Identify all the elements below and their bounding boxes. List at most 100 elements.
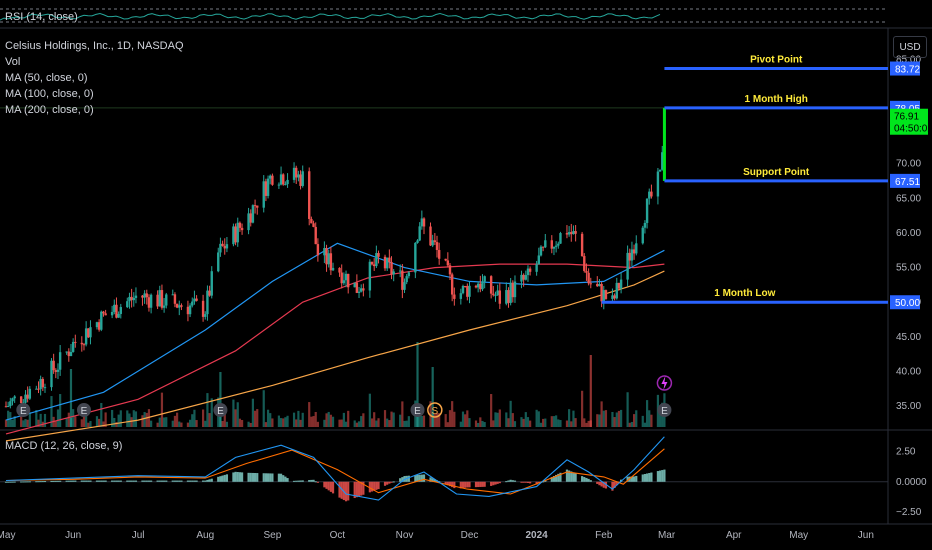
volume-bar xyxy=(552,416,556,427)
candle-body xyxy=(97,322,101,330)
macd-histogram-bar xyxy=(581,476,584,482)
macd-histogram-bar xyxy=(111,480,114,482)
rsi-legend[interactable]: RSI (14, close) xyxy=(5,11,78,23)
macd-line xyxy=(5,436,665,501)
candle-body xyxy=(418,226,421,241)
volume-bar xyxy=(626,392,629,427)
volume-bar xyxy=(186,422,190,427)
candle-body xyxy=(327,253,330,265)
macd-tick-label: 2.50 xyxy=(896,446,916,457)
candle-body xyxy=(325,248,328,265)
countdown-label: 04:50:02 xyxy=(894,124,932,135)
candle-body xyxy=(656,171,660,197)
candle-body xyxy=(188,305,192,315)
candle-body xyxy=(650,191,653,197)
macd-histogram-bar xyxy=(459,481,462,489)
macd-histogram-bar xyxy=(113,480,116,482)
ma100-legend[interactable]: MA (100, close, 0) xyxy=(5,88,94,100)
candle-body xyxy=(251,205,255,223)
candle-body xyxy=(156,294,159,307)
volume-bar xyxy=(156,422,159,427)
macd-histogram-bar xyxy=(271,473,274,482)
candle-body xyxy=(479,283,482,290)
volume-bar xyxy=(126,410,129,427)
macd-histogram-bar xyxy=(67,480,70,482)
volume-bar xyxy=(7,410,10,427)
candle-body xyxy=(537,255,540,265)
macd-histogram-bar xyxy=(234,471,237,482)
candle-body xyxy=(388,257,391,263)
macd-histogram-bar xyxy=(492,481,495,486)
macd-histogram-bar xyxy=(509,479,512,482)
candle-body xyxy=(550,240,553,249)
volume-bar xyxy=(132,410,135,427)
volume-bar xyxy=(24,419,27,427)
candle-body xyxy=(615,282,618,299)
volume-bar xyxy=(297,410,300,427)
candle-body xyxy=(522,274,525,280)
macd-histogram-bar xyxy=(357,481,361,497)
candle-body xyxy=(565,233,569,235)
macd-histogram-bar xyxy=(360,481,363,496)
macd-histogram-bar xyxy=(266,473,270,482)
macd-histogram-bar xyxy=(507,480,510,482)
macd-histogram-bar xyxy=(574,473,577,482)
candle-body xyxy=(611,295,614,299)
candle-body xyxy=(648,191,651,199)
ma200-legend[interactable]: MA (200, close, 0) xyxy=(5,104,94,116)
macd-histogram-bar xyxy=(347,481,350,501)
earnings-marker-label: E xyxy=(661,406,668,417)
macd-histogram-bar xyxy=(613,481,616,488)
vol-legend[interactable]: Vol xyxy=(5,56,21,68)
volume-bar xyxy=(583,418,586,427)
candle-body xyxy=(191,301,194,306)
ma50-line xyxy=(5,242,665,421)
macd-histogram-bar xyxy=(117,480,120,482)
volume-bar xyxy=(526,417,530,427)
macd-histogram-bar xyxy=(466,481,469,488)
volume-bar xyxy=(100,402,103,427)
candle-body xyxy=(554,245,558,247)
candle-body xyxy=(13,396,16,399)
time-tick-label: Feb xyxy=(595,530,613,541)
price-tick-label: 85.00 xyxy=(896,55,921,66)
candle-body xyxy=(316,244,320,256)
currency-button[interactable]: USD xyxy=(893,36,927,58)
macd-histogram-bar xyxy=(186,480,190,482)
macd-histogram-bar xyxy=(26,481,29,483)
volume-bar xyxy=(87,422,90,427)
candle-body xyxy=(461,285,465,294)
macd-histogram-bar xyxy=(43,481,47,483)
volume-bar xyxy=(234,409,237,427)
macd-histogram-bar xyxy=(201,480,205,482)
candle-body xyxy=(175,303,179,308)
macd-histogram-bar xyxy=(377,481,380,490)
candle-body xyxy=(143,293,146,298)
volume-bar xyxy=(193,409,196,427)
macd-histogram-bar xyxy=(301,480,304,482)
volume-bar xyxy=(474,420,478,427)
macd-histogram-bar xyxy=(150,480,153,482)
macd-histogram-bar xyxy=(373,481,376,491)
macd-histogram-bar xyxy=(253,473,257,482)
macd-histogram-bar xyxy=(635,475,638,482)
volume-bar xyxy=(292,412,296,427)
level-price-label: 83.72 xyxy=(895,65,920,76)
volume-bar xyxy=(240,419,244,427)
ma50-legend[interactable]: MA (50, close, 0) xyxy=(5,72,88,84)
candle-body xyxy=(632,249,636,254)
symbol-legend[interactable]: Celsius Holdings, Inc., 1D, NASDAQ xyxy=(5,40,184,52)
macd-histogram-bar xyxy=(11,481,14,483)
volume-bar xyxy=(282,418,285,427)
macd-legend[interactable]: MACD (12, 26, close, 9) xyxy=(5,440,123,452)
volume-bar xyxy=(221,421,224,427)
time-tick-label: Aug xyxy=(196,530,214,541)
volume-spike xyxy=(416,342,419,427)
candle-body xyxy=(67,351,71,357)
macd-histogram-bar xyxy=(656,471,660,482)
macd-histogram-bar xyxy=(643,473,647,482)
macd-histogram-bar xyxy=(277,473,280,482)
macd-histogram-bar xyxy=(147,480,151,482)
candle-body xyxy=(301,171,304,186)
